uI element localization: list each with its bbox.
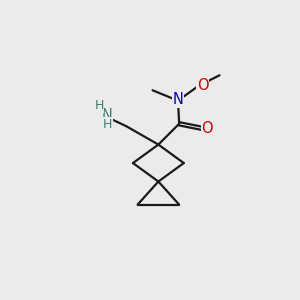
Text: H: H: [94, 100, 104, 112]
Text: N: N: [101, 108, 112, 123]
Text: N: N: [172, 92, 183, 107]
Text: O: O: [197, 78, 209, 93]
Text: O: O: [202, 121, 213, 136]
Text: O: O: [197, 78, 209, 93]
Text: N: N: [101, 108, 112, 123]
Text: H: H: [94, 100, 104, 112]
Text: O: O: [202, 121, 213, 136]
Text: H: H: [103, 118, 112, 131]
Text: H: H: [103, 118, 112, 131]
Text: N: N: [172, 92, 183, 107]
